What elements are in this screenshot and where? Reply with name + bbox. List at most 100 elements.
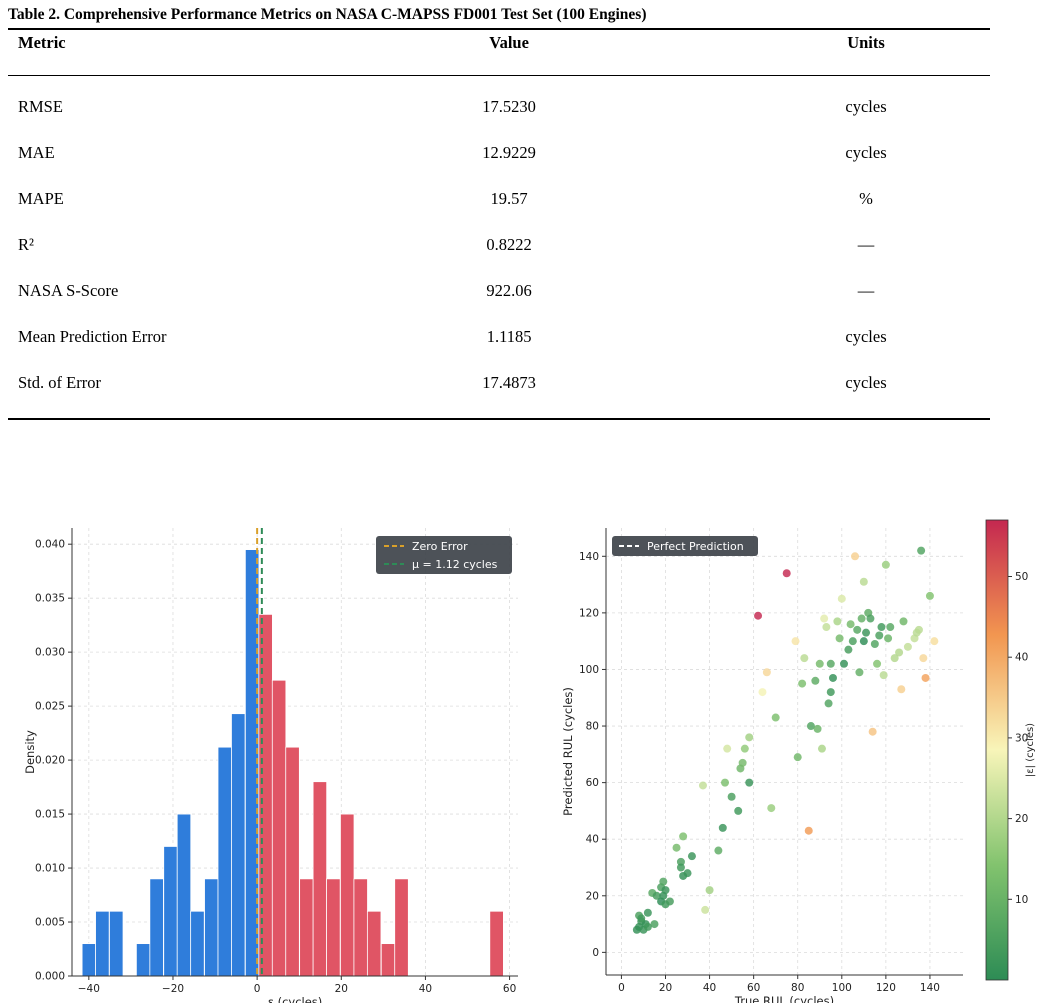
scatter-point bbox=[718, 823, 727, 832]
metric-value: 922.06 bbox=[486, 281, 532, 300]
scatter-point bbox=[828, 673, 837, 682]
scatter-point bbox=[822, 623, 831, 632]
header-value: Value bbox=[489, 33, 529, 52]
x-tick-label: 20 bbox=[335, 983, 348, 995]
scatter-point bbox=[762, 668, 771, 677]
scatter-point bbox=[782, 569, 791, 578]
histogram-bar bbox=[271, 679, 287, 977]
scatter-point bbox=[881, 560, 890, 569]
scatter-point bbox=[899, 617, 908, 626]
legend-box bbox=[612, 536, 758, 556]
scatter-point bbox=[855, 668, 864, 677]
y-tick-label: 140 bbox=[579, 551, 599, 563]
scatter-point bbox=[738, 758, 747, 767]
scatter-point bbox=[826, 688, 835, 697]
x-tick-label: 40 bbox=[703, 982, 716, 994]
histogram-bar bbox=[353, 878, 368, 977]
scatter-point bbox=[679, 832, 688, 841]
x-tick-label: 60 bbox=[747, 982, 760, 994]
metric-value: 0.8222 bbox=[486, 235, 532, 254]
x-tick-label: 80 bbox=[791, 982, 804, 994]
histogram-bar bbox=[312, 781, 328, 977]
scatter-point bbox=[767, 804, 776, 813]
colorbar-tick-label: 50 bbox=[1015, 571, 1028, 583]
x-tick-label: 0 bbox=[254, 983, 261, 995]
scatter-point bbox=[879, 671, 888, 680]
scatter-point bbox=[817, 744, 826, 753]
histogram-bar bbox=[299, 878, 314, 977]
scatter-point bbox=[914, 625, 923, 634]
scatter-point bbox=[917, 546, 926, 555]
y-tick-label: 40 bbox=[586, 834, 599, 846]
chart-legend: Perfect Prediction bbox=[612, 536, 758, 556]
scatter-point bbox=[930, 637, 939, 646]
scatter-point bbox=[723, 744, 732, 753]
scatter-point bbox=[873, 659, 882, 668]
y-tick-label: 0 bbox=[592, 947, 599, 959]
y-tick-label: 0.000 bbox=[35, 971, 65, 983]
scatter-point bbox=[687, 852, 696, 861]
x-axis-label: ε (cycles) bbox=[268, 995, 323, 1003]
metric-value: 17.4873 bbox=[482, 373, 536, 392]
scatter-point bbox=[846, 620, 855, 629]
scatter-point bbox=[870, 639, 879, 648]
table-row: NASA S-Score 922.06 — bbox=[8, 268, 990, 314]
metric-name: MAPE bbox=[18, 189, 64, 208]
scatter-point bbox=[835, 634, 844, 643]
scatter-point bbox=[745, 733, 754, 742]
colorbar-tick-label: 30 bbox=[1015, 732, 1028, 744]
scatter-point bbox=[890, 654, 899, 663]
metric-units: cycles bbox=[845, 97, 887, 116]
x-axis-label: True RUL (cycles) bbox=[734, 994, 834, 1003]
scatter-point bbox=[793, 753, 802, 762]
scatter-point bbox=[868, 727, 877, 736]
scatter-point bbox=[659, 877, 668, 886]
scatter-point bbox=[734, 806, 743, 815]
scatter-point bbox=[665, 897, 674, 906]
scatter-point bbox=[714, 846, 723, 855]
metric-value: 17.5230 bbox=[482, 97, 536, 116]
legend-label: Perfect Prediction bbox=[647, 540, 744, 553]
histogram-bar bbox=[190, 910, 205, 977]
scatter-point bbox=[820, 614, 829, 623]
y-tick-label: 0.010 bbox=[35, 863, 65, 875]
metric-name: Mean Prediction Error bbox=[18, 327, 167, 346]
colorbar-label: |ε| (cycles) bbox=[1025, 723, 1036, 777]
metric-name: R² bbox=[18, 235, 34, 254]
y-tick-label: 0.020 bbox=[35, 755, 65, 767]
y-tick-label: 0.005 bbox=[35, 917, 65, 929]
metric-units: cycles bbox=[845, 373, 887, 392]
scatter-point bbox=[903, 642, 912, 651]
colorbar-tick-label: 40 bbox=[1015, 652, 1028, 664]
histogram-bar bbox=[135, 943, 151, 977]
scatter-point bbox=[676, 857, 685, 866]
metric-units: % bbox=[859, 189, 873, 208]
x-tick-label: −20 bbox=[162, 983, 184, 995]
metric-units: — bbox=[857, 281, 875, 300]
metric-name: NASA S-Score bbox=[18, 281, 119, 300]
scatter-point bbox=[698, 781, 707, 790]
scatter-point bbox=[886, 623, 895, 632]
histogram-bar bbox=[217, 746, 232, 977]
scatter-point bbox=[877, 623, 886, 632]
scatter-point bbox=[798, 679, 807, 688]
colorbar bbox=[985, 519, 1009, 981]
chart-legend: Zero Error μ = 1.12 cycles bbox=[376, 536, 512, 574]
y-tick-label: 80 bbox=[586, 721, 599, 733]
header-units: Units bbox=[847, 33, 885, 52]
histogram-bar bbox=[366, 910, 382, 977]
x-tick-label: 20 bbox=[659, 982, 672, 994]
scatter-point bbox=[727, 792, 736, 801]
x-tick-label: −40 bbox=[78, 983, 100, 995]
scatter-point bbox=[705, 886, 714, 895]
histogram-bar bbox=[326, 878, 341, 977]
metric-units: cycles bbox=[845, 143, 887, 162]
x-tick-label: 140 bbox=[920, 982, 940, 994]
scatter-point bbox=[661, 886, 670, 895]
table-row: RMSE 17.5230 cycles bbox=[8, 76, 990, 131]
scatter-point bbox=[740, 744, 749, 753]
table-header-row: Metric Value Units bbox=[8, 29, 990, 76]
metric-value: 12.9229 bbox=[482, 143, 536, 162]
y-tick-label: 100 bbox=[579, 664, 599, 676]
legend-box bbox=[376, 536, 512, 574]
